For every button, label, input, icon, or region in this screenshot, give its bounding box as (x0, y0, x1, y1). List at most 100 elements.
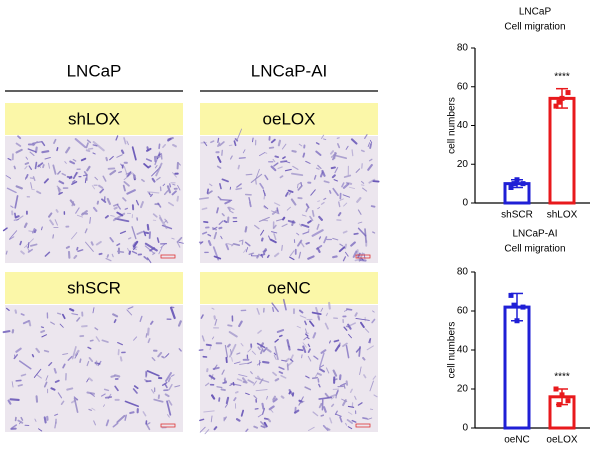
cell (305, 241, 310, 245)
cell (177, 320, 182, 327)
cell (242, 380, 248, 384)
cell (167, 377, 171, 383)
y-tick-label: 80 (457, 267, 469, 278)
cell (124, 400, 139, 408)
cell (267, 418, 272, 423)
cell (223, 220, 228, 224)
cell (258, 216, 270, 222)
cell (176, 195, 180, 202)
cell (279, 175, 284, 179)
cell (66, 387, 74, 391)
cell (132, 173, 137, 180)
cell (240, 409, 245, 417)
cell (26, 246, 30, 252)
cell (302, 152, 306, 158)
cell (85, 241, 94, 252)
cell (328, 189, 332, 194)
cell (247, 379, 255, 384)
cell (280, 395, 285, 399)
cell (286, 339, 291, 351)
chart-title: LNCaP (519, 7, 552, 18)
cell (131, 250, 138, 255)
cell (307, 343, 311, 348)
cell (236, 183, 242, 188)
cell (62, 363, 66, 369)
cell (122, 184, 126, 192)
cell (333, 339, 340, 343)
cell (276, 207, 279, 214)
cell (74, 349, 80, 357)
cell (61, 172, 67, 176)
cell (368, 178, 376, 184)
cell (143, 163, 150, 169)
label-band (200, 103, 378, 135)
cell (56, 147, 59, 152)
cell (54, 379, 60, 383)
cell (261, 408, 266, 415)
cell (236, 378, 243, 382)
cell (76, 214, 84, 218)
cell (227, 243, 234, 246)
cell (115, 135, 119, 141)
cell (156, 177, 161, 181)
cell (116, 154, 123, 158)
cell (362, 187, 368, 192)
cell (56, 185, 62, 191)
cell (24, 162, 30, 165)
cell (321, 134, 325, 140)
cell (298, 181, 302, 185)
cell (109, 237, 114, 243)
cell (67, 355, 73, 361)
cell (36, 190, 42, 195)
cell (363, 374, 367, 379)
cell (291, 172, 304, 177)
label-band (5, 272, 183, 304)
cell (113, 206, 118, 210)
cell (305, 333, 309, 337)
cell (20, 250, 25, 255)
cell (49, 219, 54, 226)
cell (135, 199, 140, 206)
cell (290, 354, 294, 361)
cell (9, 230, 18, 240)
data-point (556, 99, 562, 105)
cell (158, 247, 163, 255)
cell (150, 388, 155, 394)
cell (45, 375, 49, 381)
cell (151, 357, 156, 362)
cell (253, 380, 257, 386)
cell (305, 207, 309, 213)
cell (92, 152, 96, 155)
cell (236, 352, 241, 355)
cell (126, 140, 129, 146)
y-axis-label: cell numbers (447, 97, 458, 154)
cell (297, 184, 303, 191)
image-label: oeLOX (263, 109, 316, 128)
cell (348, 186, 356, 189)
cell (124, 207, 129, 210)
cell (31, 353, 35, 358)
y-axis-label: cell numbers (447, 322, 458, 379)
cell (116, 414, 126, 424)
cell (74, 138, 87, 149)
cell (76, 317, 81, 322)
cell (48, 361, 53, 367)
cell (345, 422, 347, 426)
cell (288, 191, 292, 196)
cell (22, 320, 30, 325)
cell (243, 248, 247, 253)
cell (140, 201, 144, 209)
cell (169, 183, 172, 188)
cell (153, 398, 164, 403)
cell (227, 206, 231, 211)
cell (326, 427, 331, 431)
cell (76, 246, 79, 251)
cell (310, 189, 316, 196)
cell (253, 425, 259, 429)
cell (302, 231, 309, 235)
cell (348, 333, 352, 339)
cell (290, 198, 297, 206)
cell (13, 165, 16, 170)
cell (358, 345, 361, 357)
cell (23, 222, 28, 228)
